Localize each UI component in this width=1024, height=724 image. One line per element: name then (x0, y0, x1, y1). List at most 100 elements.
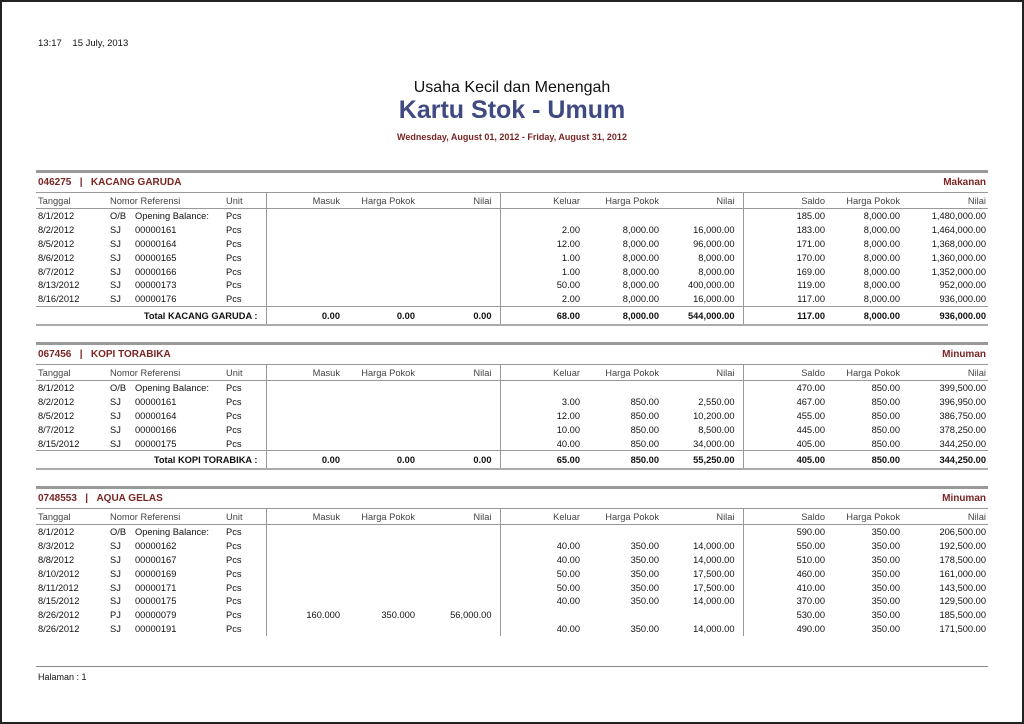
table-cell: 16,000.00 (693, 294, 735, 305)
table-cell: O/B (110, 526, 127, 537)
item-title: 046275 | KACANG GARUDA (38, 177, 181, 188)
table-cell (342, 395, 417, 409)
table-cell: 169.00 (742, 264, 827, 279)
table-cell: SJ (110, 294, 121, 305)
table-cell: 8/7/2012 (38, 424, 75, 435)
table-cell: 12.00 (499, 236, 582, 251)
table-row: 8/1/2012 O/B Opening Balance: Pcs 185.00 8,00… (36, 208, 988, 223)
table-cell: 50.00 (499, 580, 582, 595)
table-cell (342, 381, 417, 395)
table-cell (342, 237, 417, 251)
table-cell: 8,000.00 (622, 238, 659, 249)
total-row: Total KACANG GARUDA :0.00 0.00 0.00 68.00 8,… (36, 306, 988, 327)
table-cell: Pcs (226, 294, 242, 305)
table-cell (265, 436, 342, 451)
table-cell (265, 380, 342, 395)
table-cell: 40.00 (499, 552, 582, 567)
total-value: 850.00 (827, 450, 902, 471)
column-header: Masuk (265, 192, 342, 209)
table-cell: 16,000.00 (693, 224, 735, 235)
table-cell: 3.00 (499, 394, 582, 409)
table-cell: 00000175 (135, 438, 177, 449)
table-cell: 850.00 (871, 382, 900, 393)
total-row: Total KOPI TORABIKA :0.00 0.00 0.00 65.00 85… (36, 450, 988, 471)
table-cell: 350.00 (630, 568, 659, 579)
table-cell: 1.00 (499, 264, 582, 279)
table-cell (417, 278, 500, 292)
table-row: 8/11/2012 SJ 00000171 Pcs 50.00 350.00 17,500.… (36, 580, 988, 595)
item-code: 046275 (38, 177, 72, 188)
column-header-row: Tanggal Nomor Referensi Unit Masuk Harga Pok… (36, 192, 988, 209)
table-cell: 8,000.00 (863, 294, 900, 305)
table-cell: SJ (110, 596, 121, 607)
table-cell: 952,000.00 (939, 280, 986, 291)
table-cell (417, 553, 500, 567)
table-cell: 1,368,000.00 (931, 238, 986, 249)
table-cell (417, 381, 500, 395)
table-cell: 2,550.00 (698, 396, 735, 407)
table-cell: 00000171 (135, 582, 177, 593)
table-cell: 850.00 (871, 438, 900, 449)
table-cell: 378,250.00 (939, 424, 986, 435)
table-cell: SJ (110, 582, 121, 593)
column-header: Masuk (265, 508, 342, 525)
page-number: Halaman : 1 (38, 672, 87, 682)
table-cell (342, 622, 417, 636)
table-cell: 8,000.00 (863, 280, 900, 291)
table-cell: SJ (110, 424, 121, 435)
table-cell: 8/11/2012 (38, 582, 79, 593)
table-cell: 850.00 (871, 424, 900, 435)
table-cell: SJ (110, 224, 121, 235)
stock-table: Tanggal Nomor Referensi Unit Masuk Harga Pok… (36, 364, 988, 471)
item-code: 0748553 (38, 493, 77, 504)
table-row: 8/7/2012 SJ 00000166 Pcs 10.00 850.00 8,500.00… (36, 422, 988, 437)
table-cell: 14,000.00 (693, 540, 735, 551)
total-value: 0.00 (265, 306, 342, 327)
table-cell: 00000165 (135, 252, 177, 263)
column-header: Tanggal (36, 364, 108, 381)
table-cell (265, 236, 342, 251)
table-cell: 350.00 (871, 540, 900, 551)
column-header: Harga Pokok (827, 364, 902, 381)
total-value: 68.00 (499, 306, 582, 327)
total-value: 0.00 (342, 450, 417, 471)
table-cell: 12.00 (499, 408, 582, 423)
table-cell: 8/13/2012 (38, 280, 80, 291)
table-cell (342, 567, 417, 581)
table-cell: 344,250.00 (939, 438, 986, 449)
table-cell (265, 292, 342, 307)
table-cell (265, 250, 342, 265)
table-cell: Pcs (226, 624, 242, 635)
table-cell: 8,000.00 (622, 294, 659, 305)
table-cell: 550.00 (742, 538, 827, 553)
table-cell: 350.00 (871, 582, 900, 593)
item-title: 067456 | KOPI TORABIKA (38, 349, 171, 360)
table-row: 8/6/2012 SJ 00000165 Pcs 1.00 8,000.00 8,000.0… (36, 250, 988, 265)
table-row: 8/15/2012 SJ 00000175 Pcs 40.00 350.00 14,000.… (36, 594, 988, 609)
table-cell: SJ (110, 438, 121, 449)
table-cell: 350.00 (630, 540, 659, 551)
table-row: 8/16/2012 SJ 00000176 Pcs 2.00 8,000.00 16,000… (36, 292, 988, 307)
table-cell: 350.00 (871, 596, 900, 607)
table-cell (499, 524, 582, 539)
table-cell: Pcs (226, 438, 242, 449)
table-cell: 171,500.00 (939, 624, 986, 635)
footer-divider (36, 666, 988, 667)
table-cell (417, 594, 500, 608)
table-cell: 467.00 (742, 394, 827, 409)
table-cell: 850.00 (630, 410, 659, 421)
table-cell: 850.00 (630, 424, 659, 435)
table-cell (265, 264, 342, 279)
table-cell: 8/1/2012 (38, 382, 75, 393)
item-header: 067456 | KOPI TORABIKA Minuman (36, 342, 988, 364)
table-cell: 8/7/2012 (38, 266, 75, 277)
total-value: 850.00 (582, 450, 661, 471)
column-header: Nilai (417, 364, 500, 381)
table-cell: SJ (110, 238, 121, 249)
table-cell (265, 538, 342, 553)
table-cell: 00000079 (135, 610, 177, 621)
table-cell: 396,950.00 (939, 396, 986, 407)
table-cell (265, 408, 342, 423)
table-cell: 850.00 (630, 438, 659, 449)
table-cell: 350.00 (630, 596, 659, 607)
